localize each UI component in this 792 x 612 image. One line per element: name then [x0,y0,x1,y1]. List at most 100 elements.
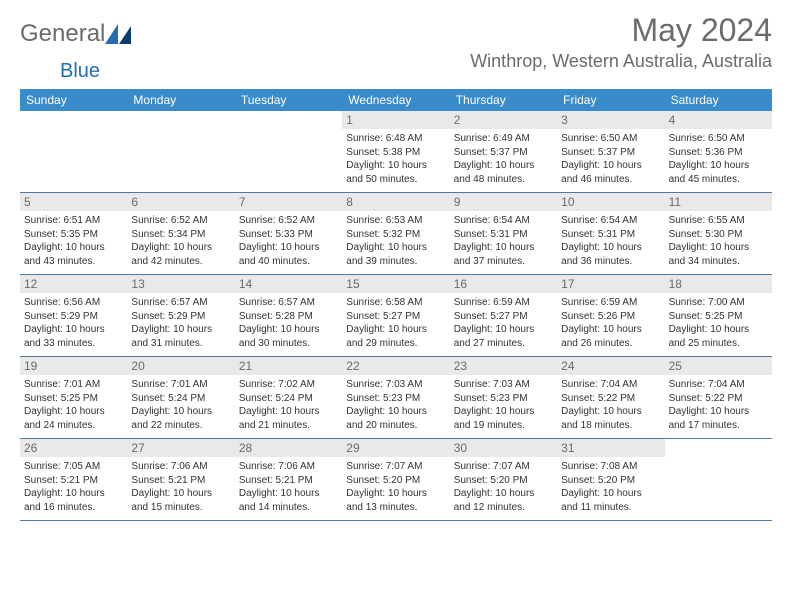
day-number: 9 [450,193,557,211]
sunset-line: Sunset: 5:23 PM [346,392,445,406]
calendar-cell: 19 Sunrise: 7:01 AMSunset: 5:25 PMDayligh… [20,357,127,438]
day-number: 8 [342,193,449,211]
sunrise-line: Sunrise: 6:51 AM [24,214,123,228]
daylight-line-2: and 16 minutes. [24,501,123,515]
daylight-line-1: Daylight: 10 hours [669,323,768,337]
sunrise-line: Sunrise: 7:01 AM [24,378,123,392]
calendar-week: 12Sunrise: 6:56 AMSunset: 5:29 PMDayligh… [20,275,772,357]
daylight-line-1: Daylight: 10 hours [346,159,445,173]
sunset-line: Sunset: 5:36 PM [669,146,768,160]
sunrise-line: Sunrise: 7:01 AM [131,378,230,392]
daylight-line-1: Daylight: 10 hours [131,405,230,419]
daylight-line-1: Daylight: 10 hours [454,487,553,501]
sunset-line: Sunset: 5:25 PM [24,392,123,406]
daylight-line-1: Daylight: 10 hours [669,405,768,419]
weekday-header-row: SundayMondayTuesdayWednesdayThursdayFrid… [20,89,772,111]
sunrise-line: Sunrise: 7:06 AM [239,460,338,474]
sunset-line: Sunset: 5:26 PM [561,310,660,324]
sunset-line: Sunset: 5:38 PM [346,146,445,160]
sunset-line: Sunset: 5:37 PM [454,146,553,160]
sunset-line: Sunset: 5:31 PM [454,228,553,242]
sunset-line: Sunset: 5:32 PM [346,228,445,242]
sunrise-line: Sunrise: 7:05 AM [24,460,123,474]
day-number: 17 [557,275,664,293]
calendar-cell: 13Sunrise: 6:57 AMSunset: 5:29 PMDayligh… [127,275,234,356]
day-number: 20 [127,357,234,375]
daylight-line-1: Daylight: 10 hours [346,487,445,501]
sunrise-line: Sunrise: 6:50 AM [669,132,768,146]
daylight-line-2: and 48 minutes. [454,173,553,187]
daylight-line-2: and 25 minutes. [669,337,768,351]
location-subtitle: Winthrop, Western Australia, Australia [470,51,772,72]
daylight-line-1: Daylight: 10 hours [561,241,660,255]
sunrise-line: Sunrise: 7:08 AM [561,460,660,474]
calendar-cell: 9Sunrise: 6:54 AMSunset: 5:31 PMDaylight… [450,193,557,274]
weekday-header: Tuesday [235,89,342,111]
day-number: 19 [20,357,127,375]
day-number: 21 [235,357,342,375]
calendar-week: 26Sunrise: 7:05 AMSunset: 5:21 PMDayligh… [20,439,772,521]
daylight-line-2: and 40 minutes. [239,255,338,269]
calendar-cell: 18Sunrise: 7:00 AMSunset: 5:25 PMDayligh… [665,275,772,356]
daylight-line-1: Daylight: 10 hours [454,159,553,173]
daylight-line-1: Daylight: 10 hours [454,241,553,255]
daylight-line-2: and 30 minutes. [239,337,338,351]
sunset-line: Sunset: 5:20 PM [561,474,660,488]
day-number: 22 [342,357,449,375]
calendar-grid: SundayMondayTuesdayWednesdayThursdayFrid… [20,89,772,521]
daylight-line-1: Daylight: 10 hours [24,405,123,419]
daylight-line-2: and 33 minutes. [24,337,123,351]
daylight-line-2: and 22 minutes. [131,419,230,433]
daylight-line-1: Daylight: 10 hours [24,241,123,255]
daylight-line-1: Daylight: 10 hours [24,323,123,337]
weekday-header: Thursday [450,89,557,111]
daylight-line-1: Daylight: 10 hours [669,159,768,173]
daylight-line-2: and 50 minutes. [346,173,445,187]
daylight-line-2: and 12 minutes. [454,501,553,515]
daylight-line-1: Daylight: 10 hours [239,241,338,255]
title-block: May 2024 Winthrop, Western Australia, Au… [470,12,772,72]
sunset-line: Sunset: 5:24 PM [131,392,230,406]
daylight-line-1: Daylight: 10 hours [346,405,445,419]
day-number: 4 [665,111,772,129]
calendar-cell: 22 Sunrise: 7:03 AMSunset: 5:23 PMDayligh… [342,357,449,438]
sunrise-line: Sunrise: 6:54 AM [561,214,660,228]
sunset-line: Sunset: 5:21 PM [24,474,123,488]
calendar-page: General May 2024 Winthrop, Western Austr… [0,0,792,541]
day-number: 13 [127,275,234,293]
calendar-cell: 11Sunrise: 6:55 AMSunset: 5:30 PMDayligh… [665,193,772,274]
day-number: 29 [342,439,449,457]
weekday-header: Wednesday [342,89,449,111]
day-number: 12 [20,275,127,293]
sunset-line: Sunset: 5:21 PM [239,474,338,488]
sunrise-line: Sunrise: 7:03 AM [346,378,445,392]
daylight-line-2: and 31 minutes. [131,337,230,351]
daylight-line-2: and 15 minutes. [131,501,230,515]
daylight-line-1: Daylight: 10 hours [454,405,553,419]
calendar-cell: 16Sunrise: 6:59 AMSunset: 5:27 PMDayligh… [450,275,557,356]
daylight-line-2: and 26 minutes. [561,337,660,351]
sunset-line: Sunset: 5:20 PM [346,474,445,488]
sunset-line: Sunset: 5:33 PM [239,228,338,242]
sunset-line: Sunset: 5:24 PM [239,392,338,406]
daylight-line-2: and 29 minutes. [346,337,445,351]
sunset-line: Sunset: 5:22 PM [561,392,660,406]
sunrise-line: Sunrise: 6:57 AM [131,296,230,310]
daylight-line-1: Daylight: 10 hours [131,323,230,337]
daylight-line-2: and 42 minutes. [131,255,230,269]
daylight-line-2: and 13 minutes. [346,501,445,515]
calendar-cell: 27Sunrise: 7:06 AMSunset: 5:21 PMDayligh… [127,439,234,520]
day-number: 28 [235,439,342,457]
daylight-line-2: and 39 minutes. [346,255,445,269]
day-number: 1 [342,111,449,129]
daylight-line-1: Daylight: 10 hours [561,159,660,173]
daylight-line-1: Daylight: 10 hours [669,241,768,255]
brand-logo: General [20,20,133,48]
calendar-cell: 26Sunrise: 7:05 AMSunset: 5:21 PMDayligh… [20,439,127,520]
day-number: 10 [557,193,664,211]
sunset-line: Sunset: 5:31 PM [561,228,660,242]
calendar-cell: 24Sunrise: 7:04 AMSunset: 5:22 PMDayligh… [557,357,664,438]
calendar-cell: 23Sunrise: 7:03 AMSunset: 5:23 PMDayligh… [450,357,557,438]
sunset-line: Sunset: 5:21 PM [131,474,230,488]
sunrise-line: Sunrise: 7:06 AM [131,460,230,474]
